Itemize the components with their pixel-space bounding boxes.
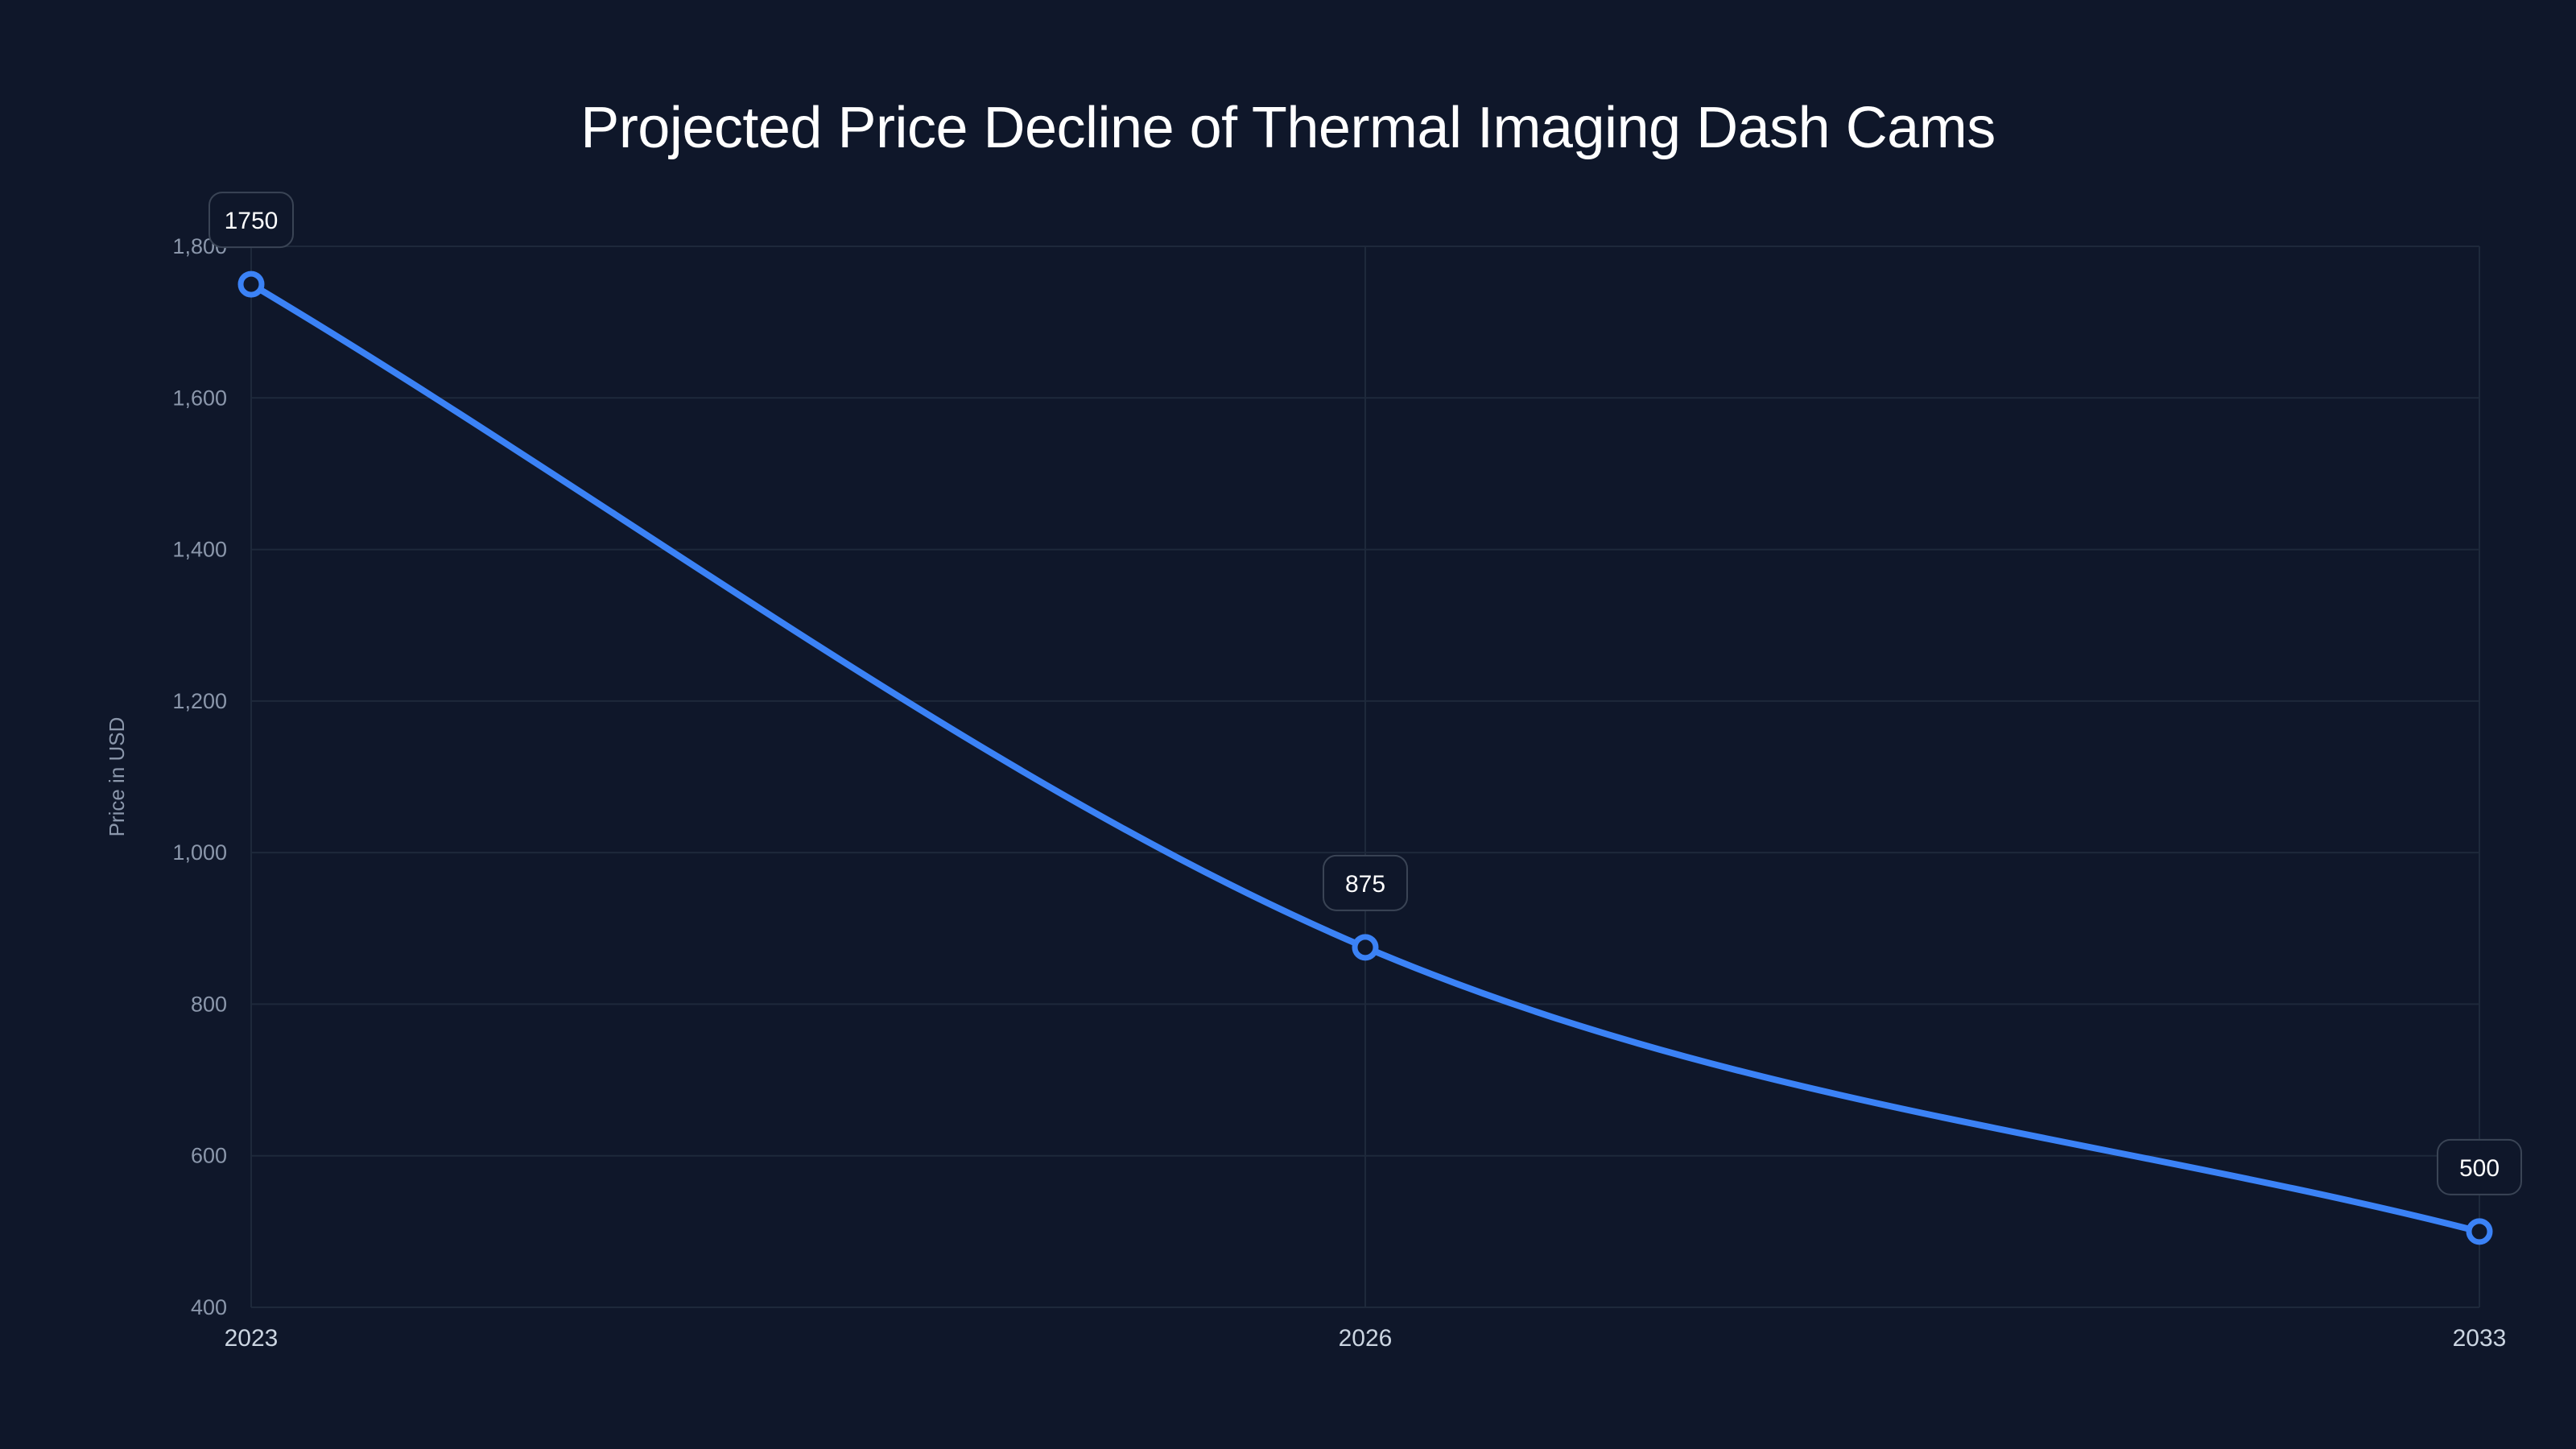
grid-lines	[250, 246, 2480, 1308]
data-label-box	[2437, 1138, 2522, 1195]
y-tick-label: 1,000	[172, 840, 227, 865]
chart-title: Projected Price Decline of Thermal Imagi…	[580, 96, 1996, 160]
data-label-box	[208, 192, 294, 249]
y-tick-label: 600	[191, 1144, 227, 1168]
y-tick-label: 400	[191, 1295, 227, 1319]
data-label: 1750	[225, 208, 279, 234]
data-label: 500	[2459, 1155, 2500, 1182]
data-point	[1352, 934, 1379, 961]
data-point	[2466, 1218, 2493, 1245]
x-tick-label: 2023	[225, 1325, 279, 1352]
x-tick-label: 2033	[2453, 1325, 2507, 1352]
y-axis-label: Price in USD	[105, 717, 129, 837]
data-label: 875	[1345, 871, 1385, 898]
price-line	[248, 281, 2483, 1235]
y-tick-label: 1,200	[172, 689, 227, 713]
data-labels: 1750 875 500	[208, 192, 2522, 1195]
x-tick-label: 2026	[1339, 1325, 1393, 1352]
x-axis-ticks: 2023 2026 2033	[225, 1325, 2507, 1352]
y-tick-label: 1,600	[172, 386, 227, 410]
y-tick-label: 800	[191, 992, 227, 1016]
data-label-box	[1323, 854, 1408, 911]
y-tick-label: 1,400	[172, 538, 227, 562]
data-points	[237, 270, 2493, 1245]
data-point	[237, 270, 265, 298]
